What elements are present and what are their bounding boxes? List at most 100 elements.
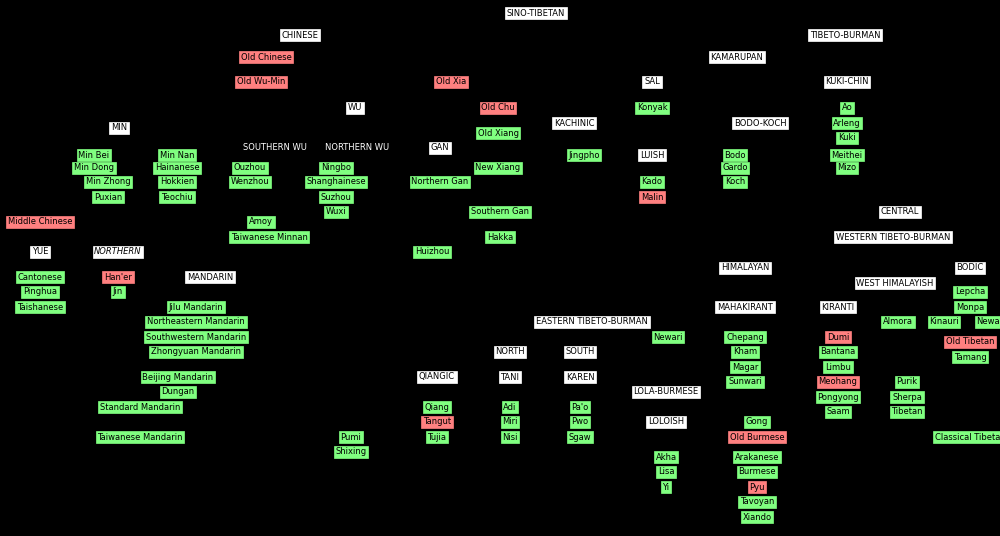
Text: KUKI-CHIN: KUKI-CHIN <box>825 78 869 86</box>
Text: Kuki: Kuki <box>838 133 856 143</box>
Text: Arleng: Arleng <box>833 118 861 128</box>
Text: Bodo: Bodo <box>724 151 746 160</box>
Text: Pumi: Pumi <box>341 433 361 442</box>
Text: Miri: Miri <box>502 418 518 427</box>
Text: Xiando: Xiando <box>742 512 772 522</box>
Text: Pa'o: Pa'o <box>571 403 589 412</box>
Text: Malin: Malin <box>641 192 663 202</box>
Text: Sgaw: Sgaw <box>569 433 591 442</box>
Text: LOLOISH: LOLOISH <box>648 418 684 427</box>
Text: MAHAKIRANT: MAHAKIRANT <box>717 302 773 311</box>
Text: Beijing Mandarin: Beijing Mandarin <box>142 373 214 382</box>
Text: Standard Mandarin: Standard Mandarin <box>100 403 180 412</box>
Text: Magar: Magar <box>732 362 758 371</box>
Text: MANDARIN: MANDARIN <box>187 272 233 281</box>
Text: Sunwari: Sunwari <box>728 377 762 386</box>
Text: Tamang: Tamang <box>954 353 986 361</box>
Text: Northern Gan: Northern Gan <box>411 177 469 187</box>
Text: WESTERN TIBETO-BURMAN: WESTERN TIBETO-BURMAN <box>836 233 950 242</box>
Text: Wenzhou: Wenzhou <box>231 177 269 187</box>
Text: Han'er: Han'er <box>104 272 132 281</box>
Text: Northeastern Mandarin: Northeastern Mandarin <box>147 317 245 326</box>
Text: Almora: Almora <box>883 317 913 326</box>
Text: Pyu: Pyu <box>749 482 765 492</box>
Text: Tibetan: Tibetan <box>891 407 923 416</box>
Text: Zhongyuan Mandarin: Zhongyuan Mandarin <box>151 347 241 356</box>
Text: Bantana: Bantana <box>820 347 856 356</box>
Text: Chepang: Chepang <box>726 332 764 341</box>
Text: Middle Chinese: Middle Chinese <box>8 218 72 227</box>
Text: GAN: GAN <box>431 144 449 153</box>
Text: Limbu: Limbu <box>825 362 851 371</box>
Text: Gardo: Gardo <box>722 163 748 173</box>
Text: Old Burmese: Old Burmese <box>730 433 784 442</box>
Text: Classical Tibetan: Classical Tibetan <box>935 433 1000 442</box>
Text: LUISH: LUISH <box>640 151 664 160</box>
Text: Pongyong: Pongyong <box>817 392 859 401</box>
Text: Taishanese: Taishanese <box>17 302 63 311</box>
Text: KACHINIC: KACHINIC <box>554 118 594 128</box>
Text: EASTERN TIBETO-BURMAN: EASTERN TIBETO-BURMAN <box>536 317 648 326</box>
Text: QIANGIC: QIANGIC <box>419 373 455 382</box>
Text: BODIC: BODIC <box>956 264 984 272</box>
Text: Lepcha: Lepcha <box>955 287 985 296</box>
Text: Pinghua: Pinghua <box>23 287 57 296</box>
Text: Amoy: Amoy <box>249 218 273 227</box>
Text: KAREN: KAREN <box>566 373 594 382</box>
Text: Pwo: Pwo <box>571 418 589 427</box>
Text: Hainanese: Hainanese <box>155 163 199 173</box>
Text: Gong: Gong <box>746 418 768 427</box>
Text: Tangut: Tangut <box>423 418 451 427</box>
Text: Ningbo: Ningbo <box>321 163 351 173</box>
Text: Cantonese: Cantonese <box>18 272 62 281</box>
Text: SAL: SAL <box>644 78 660 86</box>
Text: Puxian: Puxian <box>94 192 122 202</box>
Text: Min Nan: Min Nan <box>160 151 194 160</box>
Text: Purik: Purik <box>896 377 918 386</box>
Text: Meithei: Meithei <box>831 151 863 160</box>
Text: Suzhou: Suzhou <box>321 192 351 202</box>
Text: Teochiu: Teochiu <box>161 192 193 202</box>
Text: LOLA-BURMESE: LOLA-BURMESE <box>633 388 699 397</box>
Text: Newar: Newar <box>976 317 1000 326</box>
Text: Taiwanese Mandarin: Taiwanese Mandarin <box>97 433 183 442</box>
Text: Tujia: Tujia <box>428 433 446 442</box>
Text: Min Dong: Min Dong <box>74 163 114 173</box>
Text: Mizo: Mizo <box>837 163 857 173</box>
Text: HIMALAYAN: HIMALAYAN <box>721 264 769 272</box>
Text: SOUTHERN WU: SOUTHERN WU <box>243 144 307 153</box>
Text: Old Tibetan: Old Tibetan <box>946 338 994 346</box>
Text: Kado: Kado <box>642 177 662 187</box>
Text: Huizhou: Huizhou <box>415 248 449 257</box>
Text: Ouzhou: Ouzhou <box>234 163 266 173</box>
Text: Taiwanese Minnan: Taiwanese Minnan <box>231 233 307 242</box>
Text: BODO-KOCH: BODO-KOCH <box>734 118 786 128</box>
Text: Kinauri: Kinauri <box>929 317 959 326</box>
Text: Lisa: Lisa <box>658 467 674 477</box>
Text: Old Chinese: Old Chinese <box>241 53 291 62</box>
Text: MIN: MIN <box>111 123 127 132</box>
Text: CHINESE: CHINESE <box>282 31 318 40</box>
Text: Southwestern Mandarin: Southwestern Mandarin <box>146 332 246 341</box>
Text: Adi: Adi <box>503 403 517 412</box>
Text: Akha: Akha <box>655 452 677 461</box>
Text: SOUTH: SOUTH <box>565 347 595 356</box>
Text: SINO-TIBETAN: SINO-TIBETAN <box>507 9 565 18</box>
Text: KAMARUPAN: KAMARUPAN <box>711 53 763 62</box>
Text: Jilu Mandarin: Jilu Mandarin <box>169 302 223 311</box>
Text: KIRANTI: KIRANTI <box>821 302 855 311</box>
Text: TIBETO-BURMAN: TIBETO-BURMAN <box>810 31 880 40</box>
Text: Min Bei: Min Bei <box>78 151 110 160</box>
Text: Sherpa: Sherpa <box>892 392 922 401</box>
Text: Ao: Ao <box>842 103 852 113</box>
Text: Southern Gan: Southern Gan <box>471 207 529 217</box>
Text: NORTHERN: NORTHERN <box>94 248 142 257</box>
Text: Yi: Yi <box>662 482 670 492</box>
Text: Old Xia: Old Xia <box>436 78 466 86</box>
Text: Saam: Saam <box>826 407 850 416</box>
Text: Hokkien: Hokkien <box>160 177 194 187</box>
Text: Monpa: Monpa <box>956 302 984 311</box>
Text: NORTH: NORTH <box>495 347 525 356</box>
Text: TANI: TANI <box>501 373 520 382</box>
Text: Dumi: Dumi <box>827 332 849 341</box>
